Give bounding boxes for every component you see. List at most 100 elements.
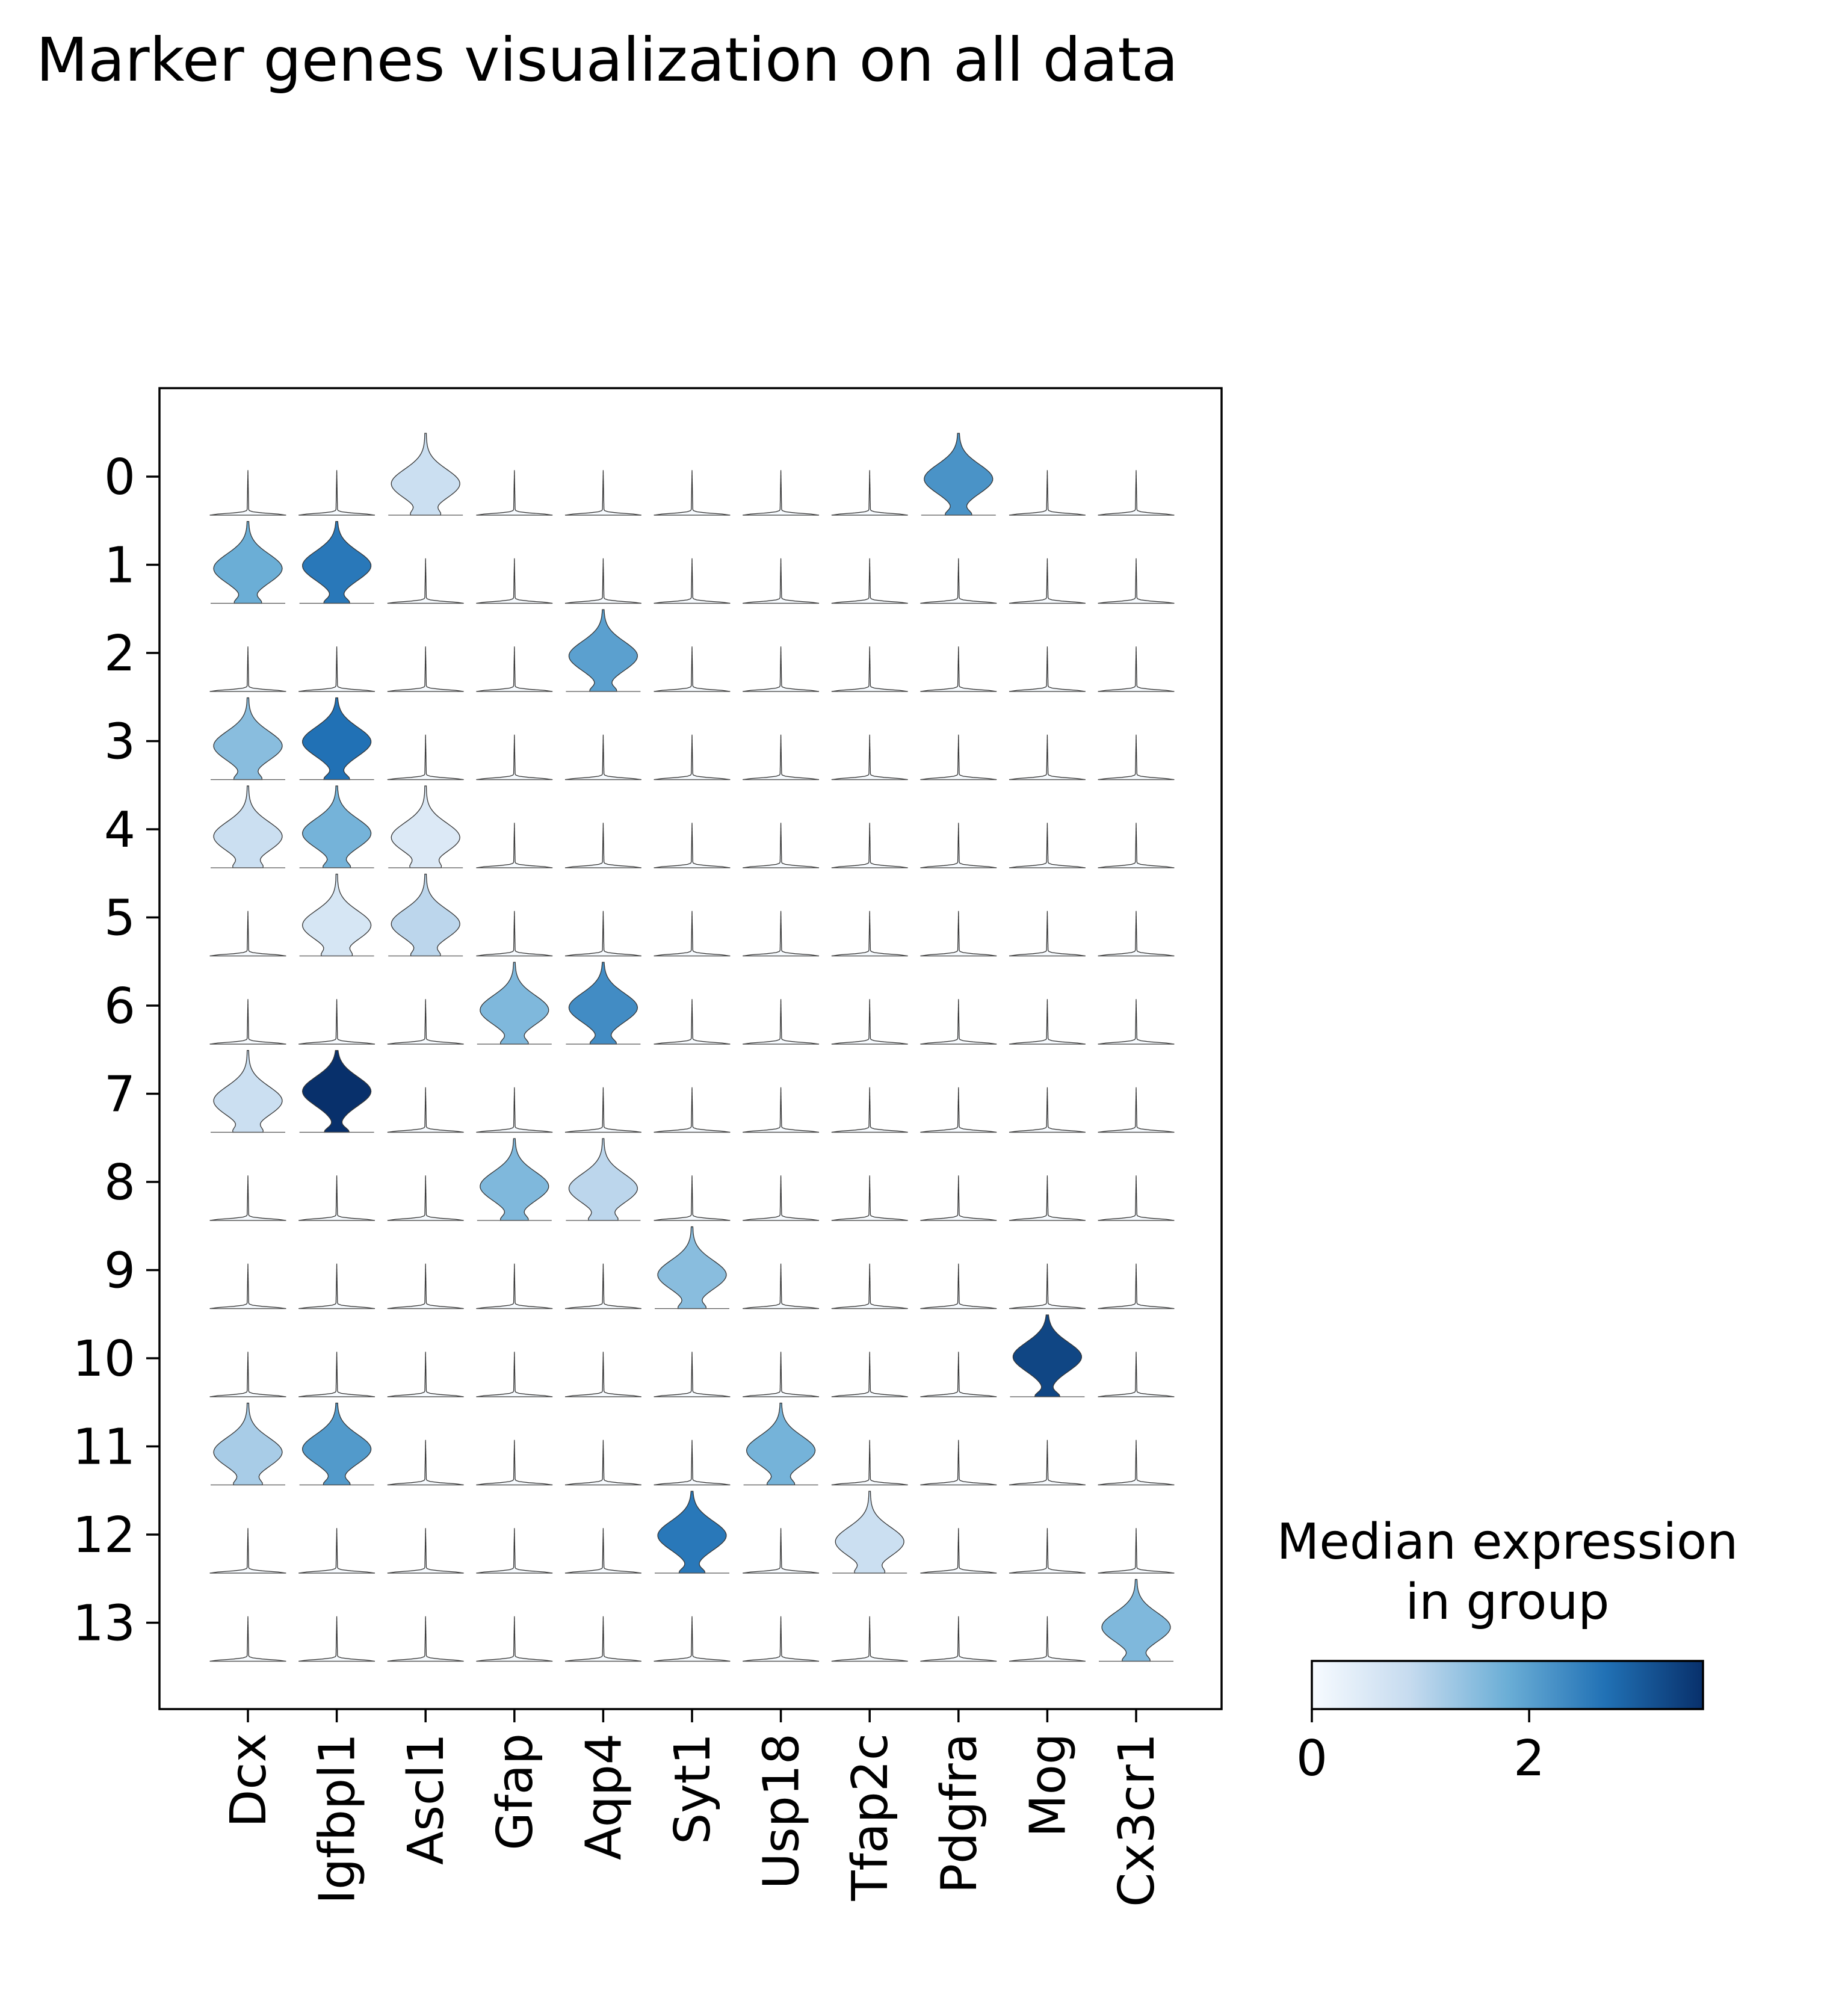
violin-ascl1-group-2 — [387, 646, 464, 692]
violin-cx3cr1-group-13 — [1101, 1578, 1171, 1662]
colorbar-tick-label: 2 — [1513, 1730, 1545, 1787]
violin-gfap-group-13 — [476, 1616, 553, 1662]
violin-dcx-group-4 — [213, 785, 283, 868]
violin-aqp4-group-11 — [564, 1439, 641, 1486]
violin-dcx-group-10 — [209, 1352, 286, 1397]
violin-cx3cr1-group-3 — [1098, 734, 1175, 781]
violin-ascl1-group-10 — [387, 1352, 464, 1397]
violin-syt1-group-5 — [654, 911, 731, 957]
violin-pdgfra-group-9 — [920, 1263, 997, 1309]
violin-pdgfra-group-10 — [920, 1352, 997, 1397]
violin-tfap2c-group-8 — [831, 1175, 908, 1221]
violin-mog-group-11 — [1009, 1439, 1086, 1486]
violin-igfbpl1-group-1 — [302, 521, 372, 604]
x-tick-label-gfap: Gfap — [487, 1733, 544, 1851]
violin-ascl1-group-0 — [391, 433, 460, 516]
violin-igfbpl1-group-3 — [302, 697, 372, 781]
violin-syt1-group-9 — [657, 1226, 727, 1309]
violin-usp18-group-8 — [743, 1175, 820, 1221]
violin-pdgfra-group-6 — [920, 999, 997, 1045]
violin-tfap2c-group-2 — [831, 646, 908, 692]
violin-syt1-group-4 — [654, 823, 731, 868]
y-tick-label: 12 — [73, 1507, 135, 1564]
y-tick-label: 3 — [104, 714, 135, 771]
violin-ascl1-group-6 — [387, 999, 464, 1045]
violin-cx3cr1-group-5 — [1098, 911, 1175, 957]
colorbar-gradient — [1311, 1660, 1704, 1710]
violin-cx3cr1-group-11 — [1098, 1439, 1175, 1486]
violin-dcx-group-0 — [209, 470, 286, 516]
violin-ascl1-group-7 — [387, 1087, 464, 1133]
violin-syt1-group-3 — [654, 734, 731, 781]
violin-syt1-group-2 — [654, 646, 731, 692]
violin-pdgfra-group-3 — [920, 734, 997, 781]
violins — [209, 433, 1175, 1662]
violin-mog-group-9 — [1009, 1263, 1086, 1309]
y-tick-label: 9 — [104, 1243, 135, 1300]
violin-aqp4-group-0 — [564, 470, 641, 516]
violin-dcx-group-7 — [213, 1050, 283, 1133]
violin-tfap2c-group-0 — [831, 470, 908, 516]
violin-aqp4-group-7 — [564, 1087, 641, 1133]
violin-mog-group-7 — [1009, 1087, 1086, 1133]
violin-pdgfra-group-13 — [920, 1616, 997, 1662]
violin-cx3cr1-group-10 — [1098, 1352, 1175, 1397]
x-tick-label-cx3cr1: Cx3cr1 — [1108, 1733, 1166, 1907]
violin-igfbpl1-group-6 — [298, 999, 376, 1045]
colorbar-tick-label: 0 — [1296, 1730, 1327, 1787]
violin-igfbpl1-group-2 — [298, 646, 376, 692]
x-tick-label-aqp4: Aqp4 — [575, 1733, 632, 1860]
violin-aqp4-group-3 — [564, 734, 641, 781]
violin-cx3cr1-group-8 — [1098, 1175, 1175, 1221]
violin-dcx-group-13 — [209, 1616, 286, 1662]
violin-tfap2c-group-9 — [831, 1263, 908, 1309]
violin-tfap2c-group-3 — [831, 734, 908, 781]
violin-igfbpl1-group-5 — [301, 873, 372, 957]
violin-dcx-group-5 — [209, 911, 286, 957]
violin-gfap-group-2 — [476, 646, 553, 692]
violin-igfbpl1-group-0 — [298, 470, 376, 516]
violin-aqp4-group-4 — [564, 823, 641, 868]
violin-cx3cr1-group-0 — [1098, 470, 1175, 516]
violin-mog-group-0 — [1009, 470, 1086, 516]
violin-gfap-group-9 — [476, 1263, 553, 1309]
violin-gfap-group-6 — [480, 962, 549, 1045]
violin-syt1-group-12 — [657, 1491, 727, 1574]
violin-cx3cr1-group-7 — [1098, 1087, 1175, 1133]
violin-tfap2c-group-12 — [835, 1491, 904, 1574]
violin-aqp4-group-9 — [564, 1263, 641, 1309]
violin-ascl1-group-13 — [387, 1616, 464, 1662]
violin-mog-group-1 — [1009, 558, 1086, 604]
violin-mog-group-4 — [1009, 823, 1086, 868]
x-tick-label-tfap2c: Tfap2c — [842, 1733, 899, 1902]
x-tick-label-igfbpl1: Igfbpl1 — [309, 1733, 366, 1904]
violin-pdgfra-group-11 — [920, 1439, 997, 1486]
violin-ascl1-group-12 — [387, 1528, 464, 1574]
violin-mog-group-5 — [1009, 911, 1086, 957]
x-tick-label-syt1: Syt1 — [664, 1733, 722, 1844]
y-tick-label: 2 — [104, 625, 135, 682]
violin-aqp4-group-5 — [564, 911, 641, 957]
violin-syt1-group-11 — [654, 1439, 731, 1486]
violin-pdgfra-group-8 — [920, 1175, 997, 1221]
violin-mog-group-3 — [1009, 734, 1086, 781]
violin-gfap-group-10 — [476, 1352, 553, 1397]
violin-igfbpl1-group-9 — [298, 1263, 376, 1309]
violin-aqp4-group-13 — [564, 1616, 641, 1662]
violin-dcx-group-2 — [209, 646, 286, 692]
violin-mog-group-2 — [1009, 646, 1086, 692]
violin-igfbpl1-group-10 — [298, 1352, 376, 1397]
y-tick-label: 0 — [104, 449, 135, 506]
violin-igfbpl1-group-12 — [298, 1528, 376, 1574]
violin-igfbpl1-group-8 — [298, 1175, 376, 1221]
violin-pdgfra-group-2 — [920, 646, 997, 692]
violin-usp18-group-1 — [743, 558, 820, 604]
violin-usp18-group-10 — [743, 1352, 820, 1397]
violin-dcx-group-11 — [213, 1402, 283, 1486]
y-tick-label: 6 — [104, 978, 135, 1035]
violin-dcx-group-3 — [213, 697, 283, 781]
violin-tfap2c-group-13 — [831, 1616, 908, 1662]
violin-pdgfra-group-4 — [920, 823, 997, 868]
